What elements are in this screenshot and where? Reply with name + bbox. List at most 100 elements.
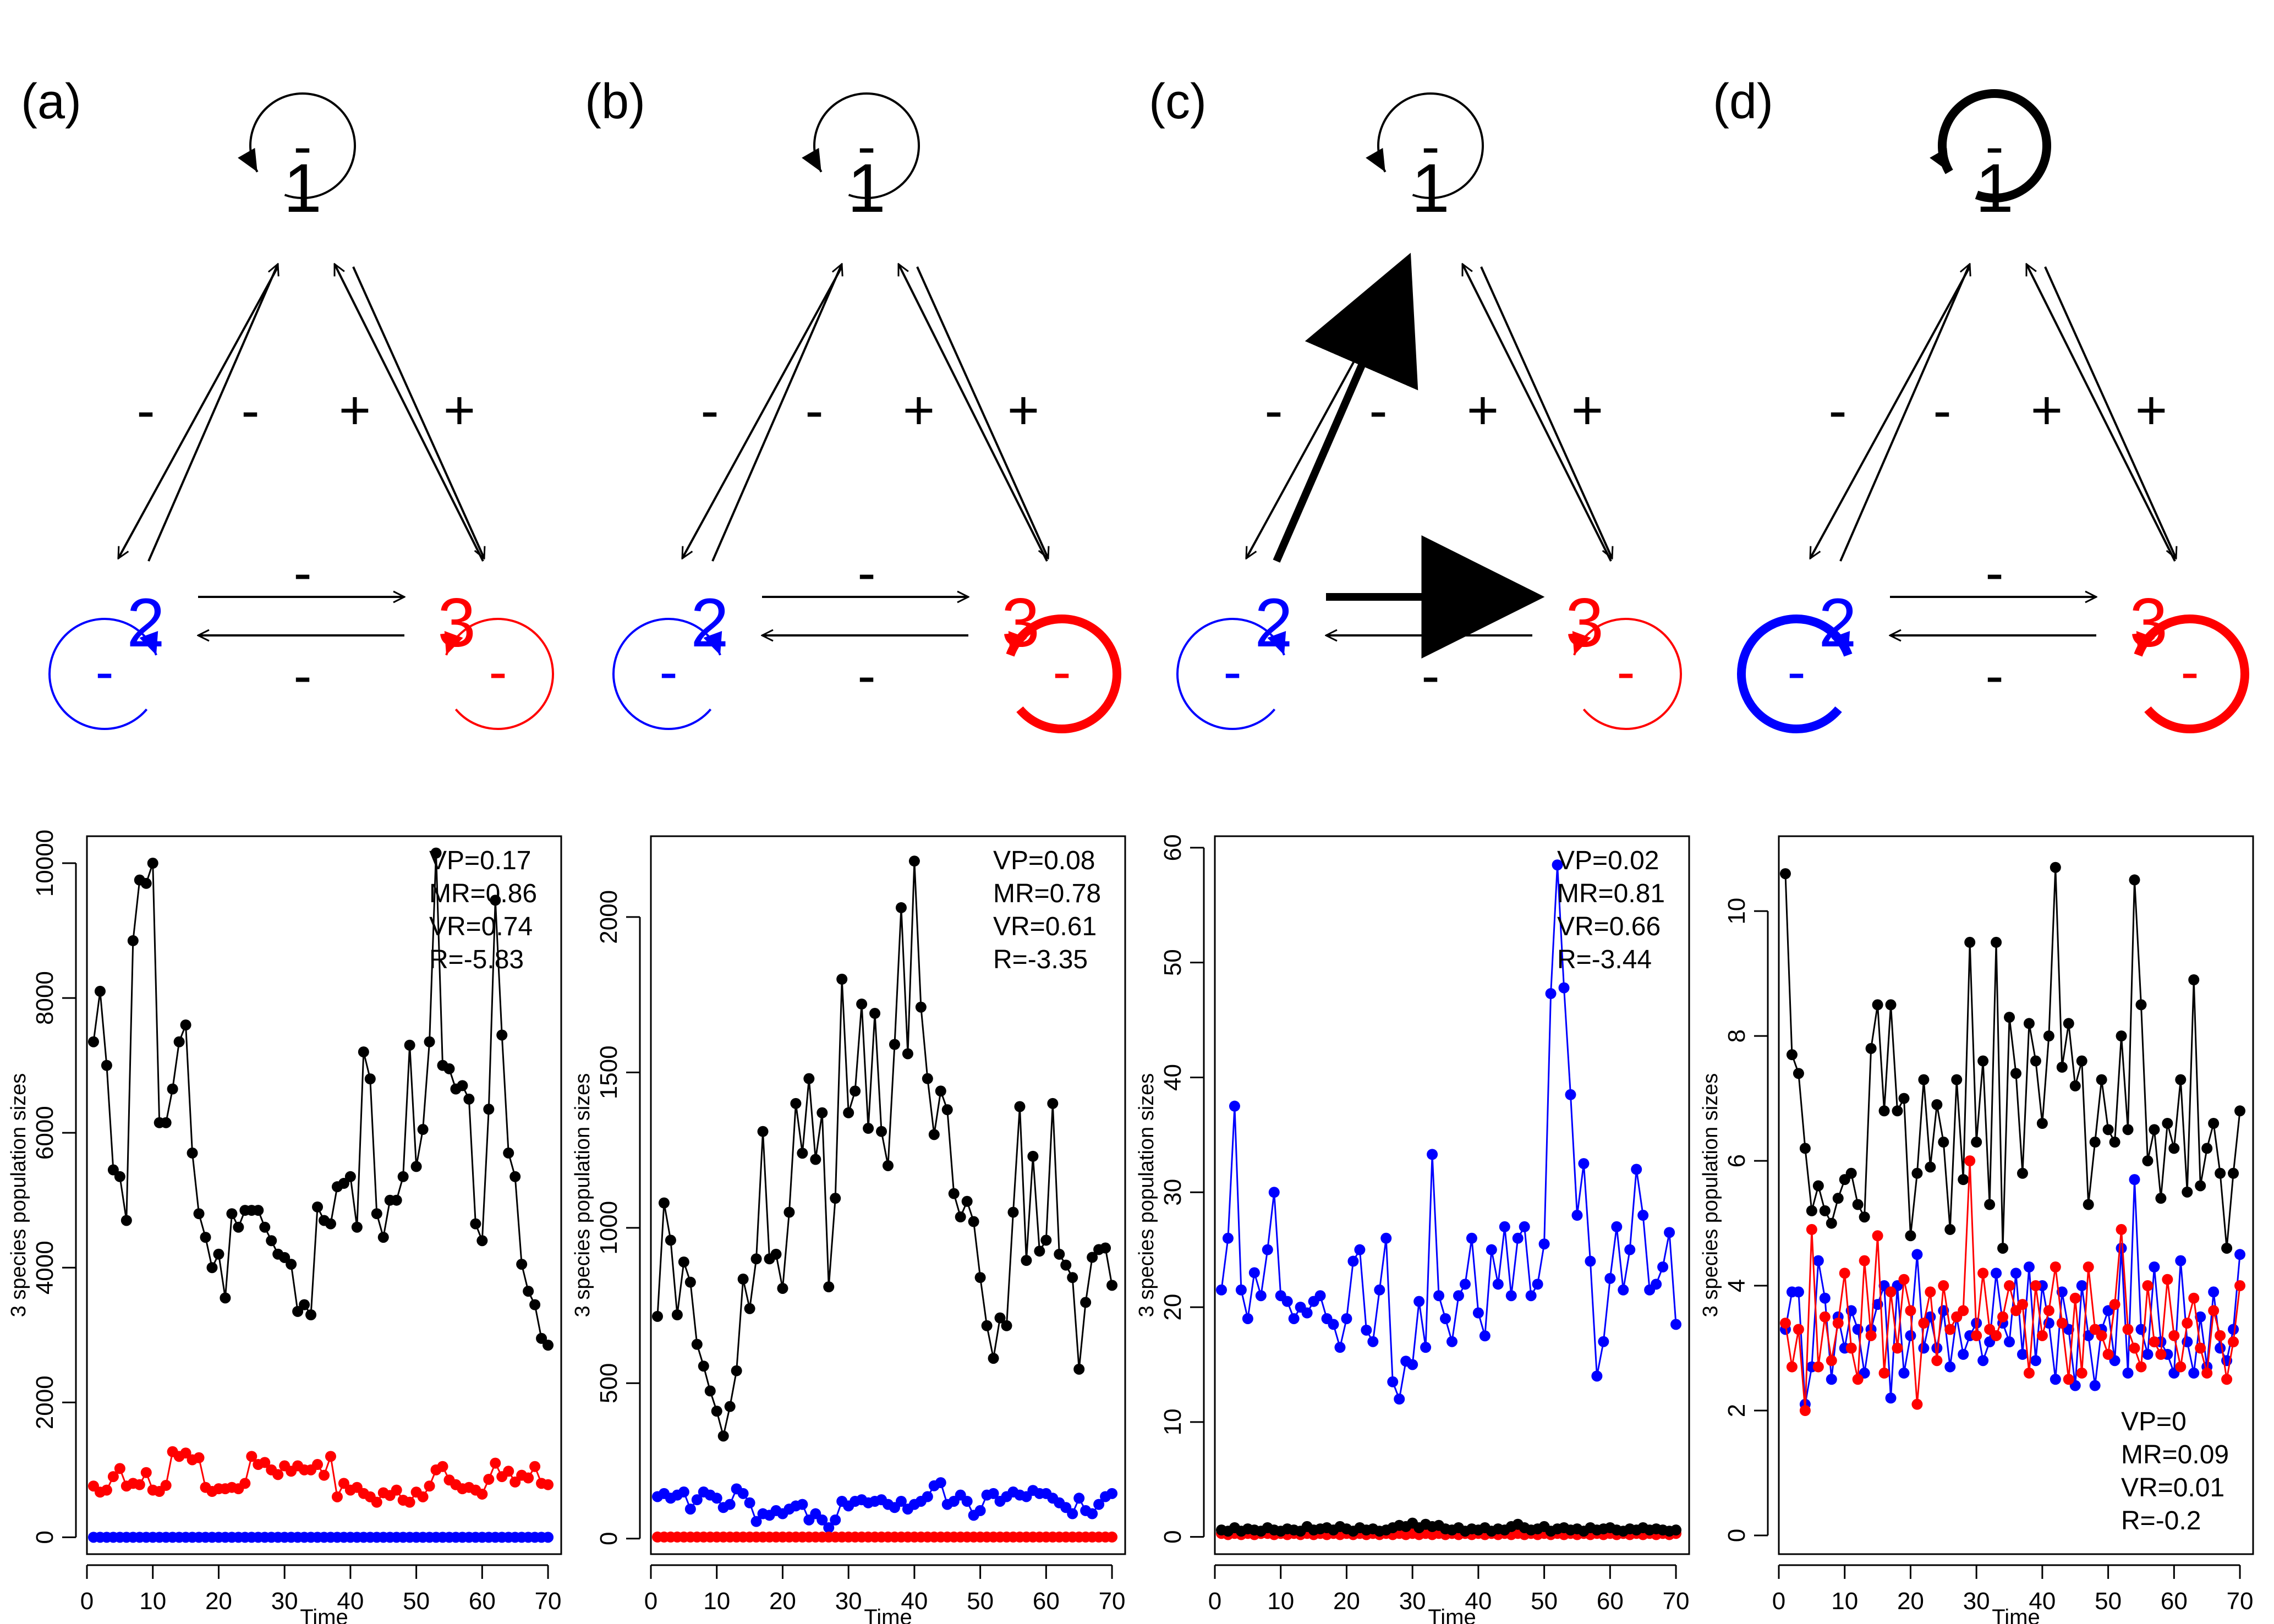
edge-arrow-e12 [117,266,279,558]
data-point-sp2 [1229,1100,1240,1112]
data-point-sp1 [397,1171,409,1182]
data-point-sp2 [2030,1355,2041,1367]
data-point-sp3 [1931,1355,1943,1367]
data-point-sp2 [1538,1238,1550,1250]
data-point-sp1 [377,1232,389,1243]
data-point-sp2 [1466,1232,1477,1244]
x-tick-label: 0 [644,1588,657,1615]
edge-arrow-e13 [352,266,484,558]
edge-sign-e13: + [443,380,475,441]
data-point-sp1 [364,1073,376,1085]
data-point-sp2 [1991,1268,2002,1279]
edge-sign-e21: - [1369,380,1387,441]
data-point-sp1 [1054,1248,1065,1260]
chart-panel: 0 10 20 30 40 50 60 70 Time 0 500 1000 1500 2000 3 spe… [571,835,1126,1624]
data-point-sp1 [1898,1093,1910,1104]
data-point-sp2 [823,1522,835,1533]
data-point-sp3 [2096,1330,2107,1341]
stat-line: MR=0.81 [1557,879,1665,908]
data-point-sp2 [1918,1342,1930,1354]
data-point-sp3 [1938,1280,1949,1292]
data-point-sp1 [1793,1068,1804,1079]
self-sign-s2: - [659,641,677,703]
data-point-sp2 [2023,1261,2035,1272]
data-point-sp1 [1958,1174,1969,1186]
data-point-sp2 [988,1488,999,1499]
data-point-sp1 [1905,1230,1916,1242]
data-point-sp1 [1951,1074,1963,1085]
data-point-sp1 [312,1201,324,1212]
data-point-sp1 [1878,1105,1890,1117]
series-line-sp3 [1784,1161,2241,1411]
data-point-sp1 [928,1129,940,1140]
data-point-sp2 [1505,1290,1517,1302]
data-point-sp2 [1367,1336,1379,1347]
data-point-sp2 [1552,859,1563,871]
y-tick-label: 0 [31,1530,58,1544]
y-tick-label: 8 [1723,1029,1750,1043]
data-point-sp1 [107,1164,119,1176]
data-point-sp3 [1839,1268,1850,1279]
data-point-sp1 [2122,1124,2134,1135]
self-loop-arrowhead [1008,631,1027,655]
data-point-sp1 [483,1104,495,1115]
data-point-sp1 [259,1221,271,1233]
data-point-sp1 [193,1208,205,1220]
self-loop-s1 [249,92,356,199]
data-point-sp1 [895,902,907,913]
network-panel: (d)12 3- - + +---- - [1713,74,2249,733]
data-point-sp3 [1819,1311,1831,1323]
data-point-sp2 [744,1497,755,1508]
data-point-sp2 [1446,1336,1457,1347]
data-point-sp1 [233,1221,244,1233]
data-point-sp3 [1793,1324,1804,1335]
data-point-sp3 [1885,1286,1897,1298]
self-sign-s1: - [1421,116,1439,177]
data-point-sp2 [1958,1348,1969,1360]
data-point-sp3 [2043,1305,2054,1316]
data-point-sp2 [1288,1313,1300,1324]
data-point-sp2 [1944,1361,1956,1373]
y-tick-label: 40 [1159,1064,1186,1091]
data-point-sp2 [2195,1311,2206,1323]
edge-arrow-e31 [333,264,484,562]
data-point-sp1 [810,1154,821,1165]
data-point-sp3 [1812,1361,1824,1373]
y-tick-label: 2000 [31,1375,58,1429]
data-point-sp1 [1060,1259,1072,1271]
data-point-sp3 [1799,1405,1811,1416]
data-point-sp3 [180,1447,191,1459]
data-point-sp2 [1611,1221,1623,1232]
data-point-sp2 [1585,1255,1596,1267]
node-label-2: 2 [1254,585,1293,661]
data-point-sp2 [1819,1292,1831,1304]
x-tick-label: 0 [1208,1588,1221,1615]
y-tick-label: 10 [1159,1408,1186,1435]
data-point-sp1 [417,1124,429,1135]
chart-panel: 0 10 20 30 40 50 60 70 Time 0 10 20 30 40 50 60 3 specie… [1135,834,1690,1624]
panel-label: (a) [21,74,81,129]
data-point-sp1 [1100,1242,1111,1254]
data-point-sp3 [1865,1330,1877,1341]
data-point-sp1 [968,1216,979,1227]
data-point-sp2 [1387,1376,1399,1387]
data-point-sp2 [1492,1279,1504,1290]
self-loop-s1 [813,92,920,199]
data-point-sp2 [1905,1330,1916,1341]
x-tick-label: 70 [1099,1588,1126,1615]
data-point-sp3 [2116,1224,2127,1235]
y-tick-label: 60 [1159,834,1186,861]
data-point-sp1 [1779,868,1791,880]
edge-sign-e21: - [241,380,259,441]
data-point-sp3 [2155,1348,2167,1360]
edge-arrow-e13 [1480,266,1612,558]
data-point-sp1 [974,1272,986,1283]
y-tick-label: 30 [1159,1179,1186,1206]
data-point-sp1 [2142,1155,2154,1167]
data-point-sp1 [371,1208,382,1220]
data-point-sp3 [338,1478,349,1489]
data-point-sp1 [665,1235,676,1246]
data-point-sp3 [134,1479,145,1490]
x-tick-label: 60 [1597,1588,1624,1615]
data-point-sp3 [1878,1367,1890,1379]
